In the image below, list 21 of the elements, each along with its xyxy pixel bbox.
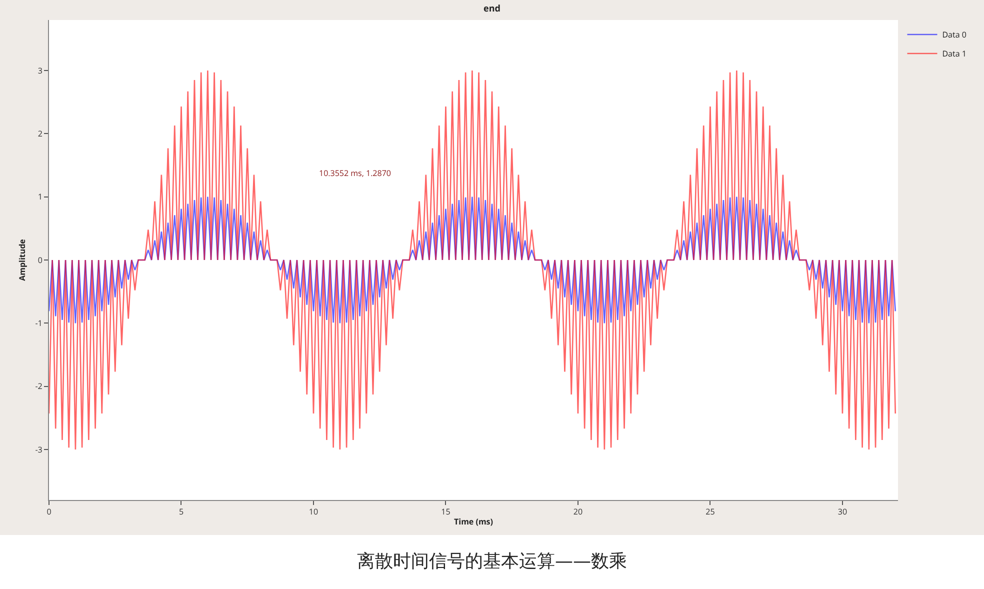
x-tick-label: 30 <box>838 506 848 518</box>
y-axis-title: Amplitude <box>16 238 28 281</box>
x-tick-label: 25 <box>706 506 716 518</box>
x-tick-label: 10 <box>308 506 318 518</box>
text: 离散时间信号的基本运算——数乘 <box>356 550 628 573</box>
x-tick-label: 15 <box>441 506 451 518</box>
y-tick-label: -1 <box>35 318 42 329</box>
legend-label: Data 1 <box>942 48 966 60</box>
y-tick-label: 3 <box>38 65 43 76</box>
y-tick-label: -3 <box>35 444 43 456</box>
annotation: 10.3552 ms, 1.2870 <box>319 168 392 179</box>
y-tick-label: 1 <box>38 192 42 203</box>
y-tick-label: 2 <box>38 128 43 140</box>
x-tick-label: 5 <box>178 506 184 518</box>
x-tick-label: 0 <box>46 506 52 518</box>
y-tick-label: 0 <box>38 254 43 266</box>
chart-title: end <box>484 2 500 15</box>
y-tick-label: -2 <box>35 381 43 392</box>
x-tick-label: 20 <box>573 506 583 518</box>
legend-label: Data 0 <box>942 30 967 41</box>
x-axis-title: Time (ms) <box>454 516 494 528</box>
